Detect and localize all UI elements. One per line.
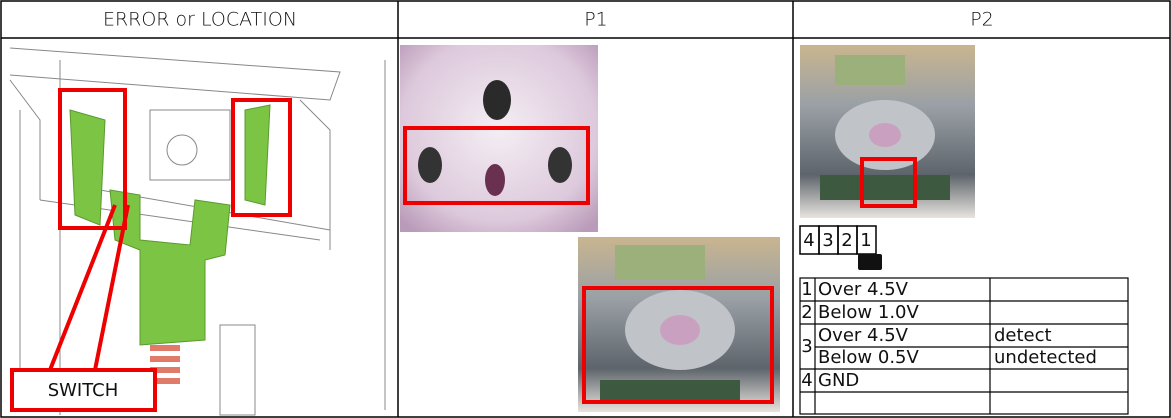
voltage-cell: Over 4.5V [818,325,909,346]
voltage-cell: Below 0.5V [818,347,920,368]
header-cell: P2 [970,9,994,31]
pin-cell: 3 [801,336,812,357]
pin-number: 4 [803,230,814,251]
pin-cell: 2 [801,302,812,323]
result-cell: detect [994,325,1052,346]
location-drawing [9,47,386,416]
pin-number: 1 [860,230,871,251]
voltage-cell: Over 4.5V [818,279,909,300]
header-cell: ERROR or LOCATION [103,9,297,31]
pin-number: 2 [841,230,852,251]
p1-photo [578,237,780,412]
pin-number: 3 [822,230,833,251]
voltage-cell: Below 1.0V [818,302,920,323]
header-cell: P1 [584,9,608,31]
callout-label: SWITCH [48,380,119,401]
pin-cell: 4 [801,370,812,391]
p2-photo [800,45,975,218]
connector-key [858,254,882,270]
result-cell: undetected [994,347,1097,368]
pin-cell: 1 [801,279,812,300]
voltage-cell: GND [818,370,859,391]
pin-table-grid [799,277,1129,415]
p1-photo [400,45,598,232]
